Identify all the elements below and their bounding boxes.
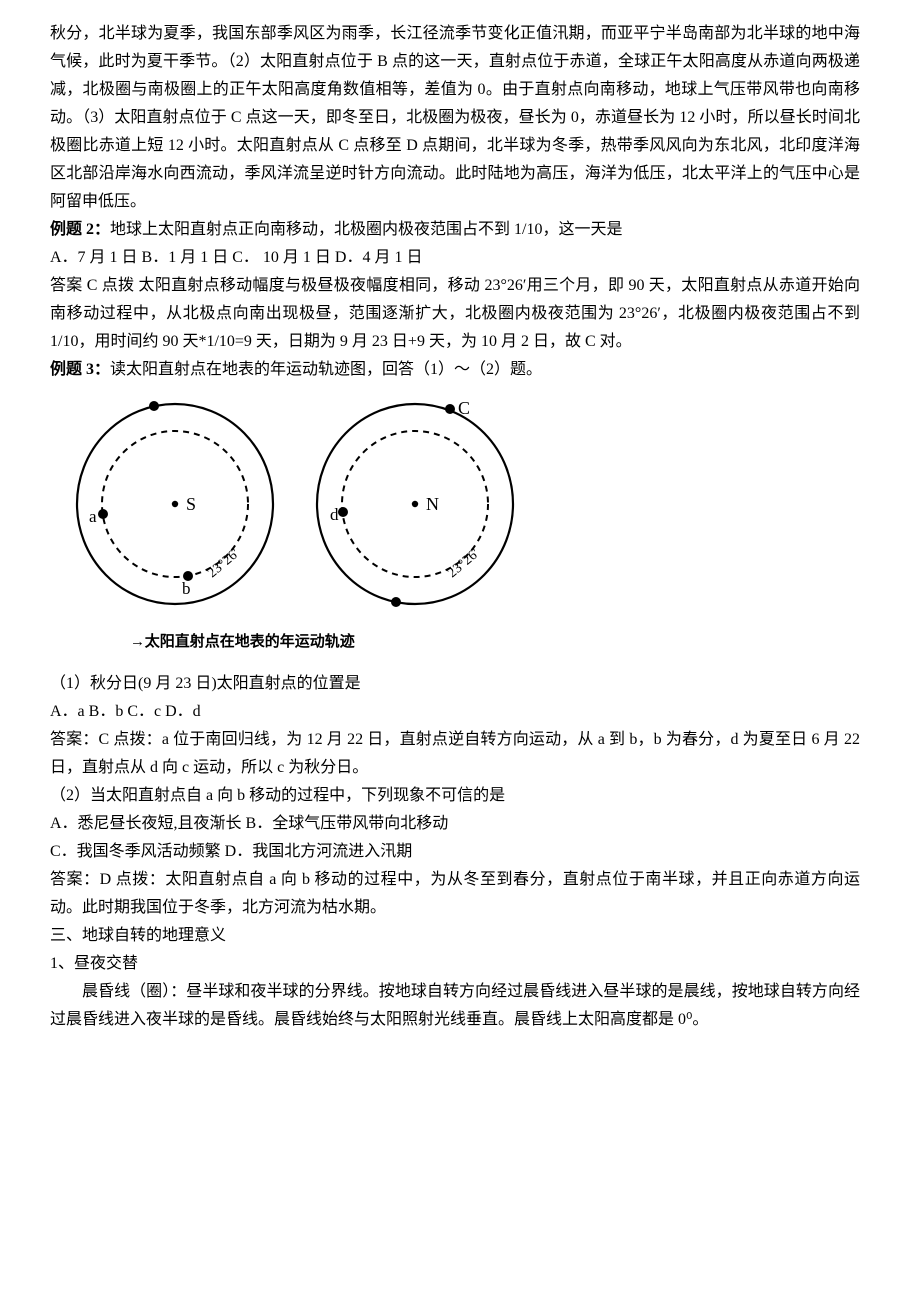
paragraph-intro: 秋分，北半球为夏季，我国东部季风区为雨季，长江径流季节变化正值汛期，而亚平宁半岛… bbox=[50, 20, 860, 216]
q1-stem: （1）秋分日(9 月 23 日)太阳直射点的位置是 bbox=[50, 670, 860, 698]
example-2: 例题 2：地球上太阳直射点正向南移动，北极圈内极夜范围占不到 1/10，这一天是 bbox=[50, 216, 860, 244]
label-C: C bbox=[458, 398, 470, 418]
q2-option-a: A．悉尼昼长夜短,且夜渐长 B．全球气压带风带向北移动 bbox=[50, 810, 860, 838]
example-2-options: A．7 月 1 日 B．1 月 1 日 C． 10 月 1 日 D．4 月 1 … bbox=[50, 244, 860, 272]
q2-option-c: C．我国冬季风活动频繁 D．我国北方河流进入汛期 bbox=[50, 838, 860, 866]
label-a: a bbox=[89, 507, 97, 526]
example-3-title: 例题 3： bbox=[50, 361, 110, 378]
globe-north: N C d 23°26′ bbox=[310, 394, 520, 614]
example-2-answer: 答案 C 点拨 太阳直射点移动幅度与极昼极夜幅度相同，移动 23°26′用三个月… bbox=[50, 272, 860, 356]
q1-answer: 答案：C 点拨：a 位于南回归线，为 12 月 22 日，直射点逆自转方向运动，… bbox=[50, 726, 860, 782]
example-2-title: 例题 2： bbox=[50, 221, 110, 238]
q2-stem: （2）当太阳直射点自 a 向 b 移动的过程中，下列现象不可信的是 bbox=[50, 782, 860, 810]
label-d: d bbox=[330, 505, 339, 524]
angle-left: 23°26′ bbox=[205, 546, 243, 581]
q1-options: A．a B．b C．c D．d bbox=[50, 698, 860, 726]
q2-answer: 答案：D 点拨：太阳直射点自 a 向 b 移动的过程中，为从冬至到春分，直射点位… bbox=[50, 866, 860, 922]
arrow-icon: → bbox=[130, 634, 141, 650]
label-N: N bbox=[426, 494, 439, 514]
figure-row: S a b 23°26′ N C d 23°2 bbox=[70, 394, 860, 614]
figure-caption-text: 太阳直射点在地表的年运动轨迹 bbox=[145, 634, 355, 650]
figure-caption: → 太阳直射点在地表的年运动轨迹 bbox=[130, 629, 860, 655]
angle-right: 23°26′ bbox=[445, 546, 483, 581]
section-3-body: 晨昏线（圈）：昼半球和夜半球的分界线。按地球自转方向经过晨昏线进入昼半球的是晨线… bbox=[50, 978, 860, 1034]
section-3-item1: 1、昼夜交替 bbox=[50, 950, 860, 978]
globe-south: S a b 23°26′ bbox=[70, 394, 280, 614]
label-S: S bbox=[186, 494, 196, 514]
example-2-body: 地球上太阳直射点正向南移动，北极圈内极夜范围占不到 1/10，这一天是 bbox=[110, 221, 622, 238]
label-b: b bbox=[182, 579, 191, 598]
example-3: 例题 3：读太阳直射点在地表的年运动轨迹图，回答（1）～（2）题。 bbox=[50, 356, 860, 384]
example-3-body: 读太阳直射点在地表的年运动轨迹图，回答（1）～（2）题。 bbox=[110, 361, 542, 378]
section-3-title: 三、地球自转的地理意义 bbox=[50, 922, 860, 950]
